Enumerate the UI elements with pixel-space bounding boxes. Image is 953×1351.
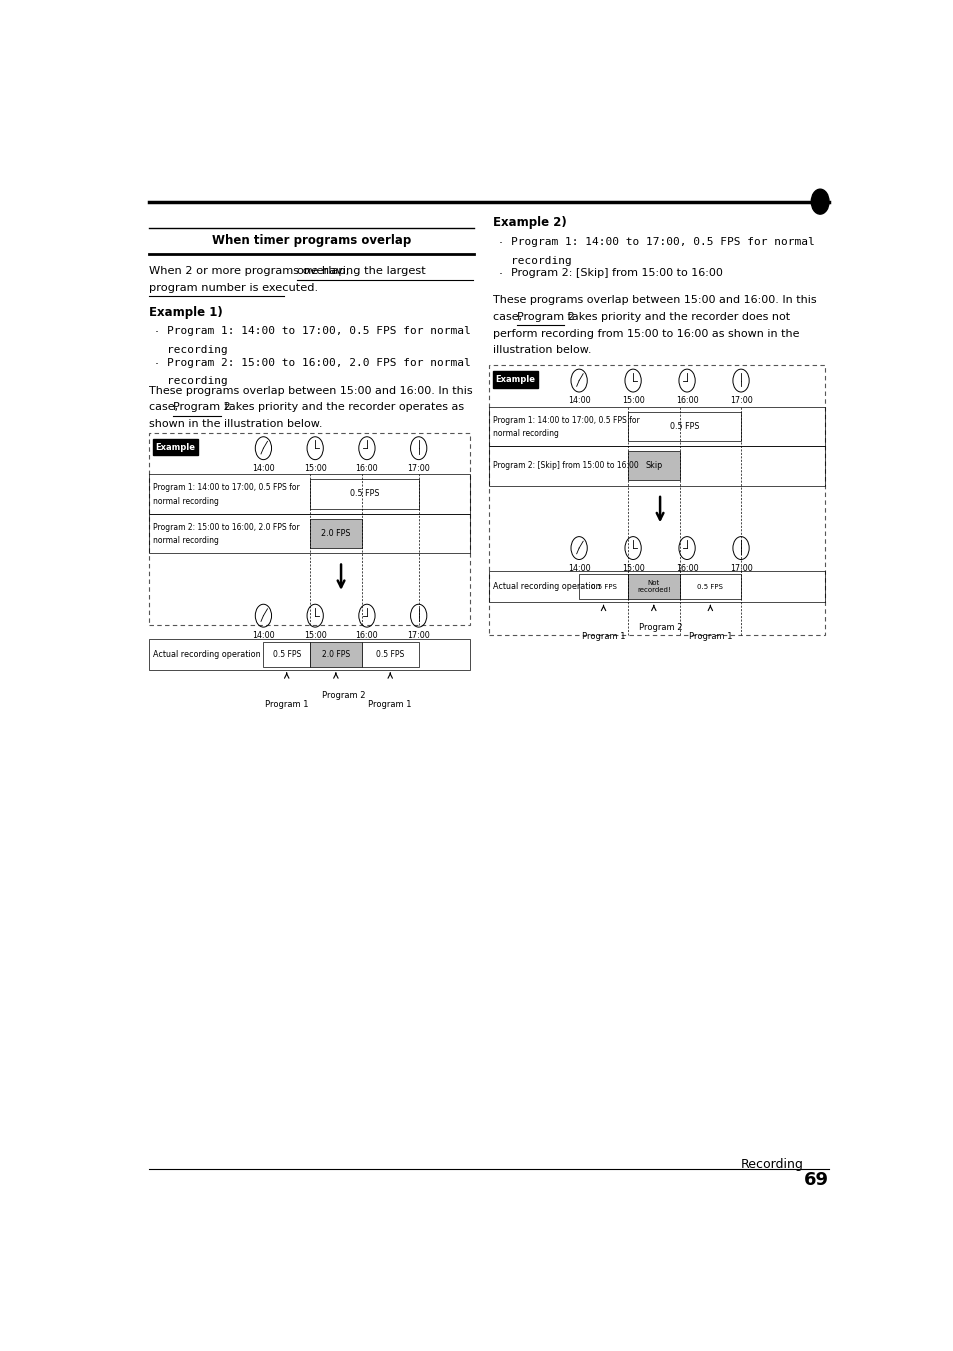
Text: 15:00: 15:00 [303,463,326,473]
Text: one having the largest: one having the largest [296,266,425,276]
Text: 16:00: 16:00 [675,563,698,573]
Circle shape [810,189,828,213]
Text: Example: Example [155,443,195,451]
Text: 0.5 FPS: 0.5 FPS [697,584,722,589]
Text: program number is executed.: program number is executed. [149,282,317,293]
Text: 0.5 FPS: 0.5 FPS [590,584,616,589]
Text: 0.5 FPS: 0.5 FPS [375,650,404,659]
Text: 0.5 FPS: 0.5 FPS [273,650,300,659]
Text: normal recording: normal recording [152,536,218,546]
Text: ·: · [498,269,502,281]
Text: 14:00: 14:00 [567,563,590,573]
Text: Program 2: [Skip] from 15:00 to 16:00: Program 2: [Skip] from 15:00 to 16:00 [511,269,722,278]
Text: Program 1: Program 1 [368,700,412,709]
Text: 17:00: 17:00 [729,563,752,573]
Text: 16:00: 16:00 [355,631,377,640]
Text: Actual recording operation: Actual recording operation [492,582,599,590]
Text: ·: · [154,358,158,370]
Text: Program 1: Program 1 [265,700,308,709]
Text: Program 1: 14:00 to 17:00, 0.5 FPS for: Program 1: 14:00 to 17:00, 0.5 FPS for [152,484,299,492]
Text: 69: 69 [803,1170,828,1189]
Text: case,: case, [492,312,525,322]
Text: perform recording from 15:00 to 16:00 as shown in the: perform recording from 15:00 to 16:00 as… [492,328,799,339]
Text: normal recording: normal recording [492,430,558,438]
Text: 2.0 FPS: 2.0 FPS [321,650,350,659]
Text: When 2 or more programs overlap,: When 2 or more programs overlap, [149,266,353,276]
Text: 17:00: 17:00 [407,463,430,473]
Text: takes priority and the recorder operates as: takes priority and the recorder operates… [220,403,463,412]
Text: case,: case, [149,403,181,412]
FancyBboxPatch shape [578,574,627,598]
Text: These programs overlap between 15:00 and 16:00. In this: These programs overlap between 15:00 and… [492,296,816,305]
Text: 17:00: 17:00 [407,631,430,640]
Text: Skip: Skip [644,462,661,470]
Text: recording: recording [511,255,571,266]
Text: normal recording: normal recording [152,497,218,505]
Text: 14:00: 14:00 [567,396,590,405]
Text: 16:00: 16:00 [355,463,377,473]
Text: Example 1): Example 1) [149,305,222,319]
Text: takes priority and the recorder does not: takes priority and the recorder does not [564,312,790,322]
Text: These programs overlap between 15:00 and 16:00. In this: These programs overlap between 15:00 and… [149,386,472,396]
FancyBboxPatch shape [152,439,198,455]
Text: 14:00: 14:00 [252,463,274,473]
Text: Actual recording operation: Actual recording operation [152,650,260,659]
Text: Program 2: 15:00 to 16:00, 2.0 FPS for: Program 2: 15:00 to 16:00, 2.0 FPS for [152,523,299,532]
Text: shown in the illustration below.: shown in the illustration below. [149,419,322,430]
FancyBboxPatch shape [310,519,361,549]
Text: ·: · [498,236,502,250]
Text: Program 2: 15:00 to 16:00, 2.0 FPS for normal: Program 2: 15:00 to 16:00, 2.0 FPS for n… [167,358,471,367]
Text: 0.5 FPS: 0.5 FPS [669,422,699,431]
FancyBboxPatch shape [263,642,310,666]
Text: Example: Example [495,376,535,384]
Text: 15:00: 15:00 [303,631,326,640]
FancyBboxPatch shape [361,642,418,666]
Text: Example 2): Example 2) [492,216,566,230]
FancyBboxPatch shape [679,574,740,598]
Text: When timer programs overlap: When timer programs overlap [212,234,411,247]
Text: recording: recording [167,346,228,355]
FancyBboxPatch shape [492,372,537,388]
Text: ·: · [154,327,158,339]
Text: Program 2: [Skip] from 15:00 to 16:00: Program 2: [Skip] from 15:00 to 16:00 [492,462,638,470]
Text: Program 1: 14:00 to 17:00, 0.5 FPS for normal: Program 1: 14:00 to 17:00, 0.5 FPS for n… [167,327,471,336]
Text: Program 1: Program 1 [581,632,624,642]
FancyBboxPatch shape [310,642,361,666]
Text: Program 2: Program 2 [517,312,574,322]
Text: Program 1: Program 1 [688,632,731,642]
Text: 2.0 FPS: 2.0 FPS [321,530,351,538]
Text: 15:00: 15:00 [621,396,644,405]
Text: 16:00: 16:00 [675,396,698,405]
Text: 15:00: 15:00 [621,563,644,573]
Text: 14:00: 14:00 [252,631,274,640]
FancyBboxPatch shape [627,574,679,598]
Text: 17:00: 17:00 [729,396,752,405]
Text: Program 2: Program 2 [639,623,682,632]
Text: Program 1: 14:00 to 17:00, 0.5 FPS for: Program 1: 14:00 to 17:00, 0.5 FPS for [492,416,639,424]
Text: Recording: Recording [740,1158,802,1171]
Text: illustration below.: illustration below. [492,346,591,355]
Text: Not
recorded!: Not recorded! [637,580,670,593]
Text: Program 1: 14:00 to 17:00, 0.5 FPS for normal: Program 1: 14:00 to 17:00, 0.5 FPS for n… [511,236,814,247]
Text: Program 2: Program 2 [173,403,231,412]
Text: recording: recording [167,377,228,386]
Text: 0.5 FPS: 0.5 FPS [349,489,378,499]
FancyBboxPatch shape [627,451,679,481]
Text: Program 2: Program 2 [321,690,365,700]
